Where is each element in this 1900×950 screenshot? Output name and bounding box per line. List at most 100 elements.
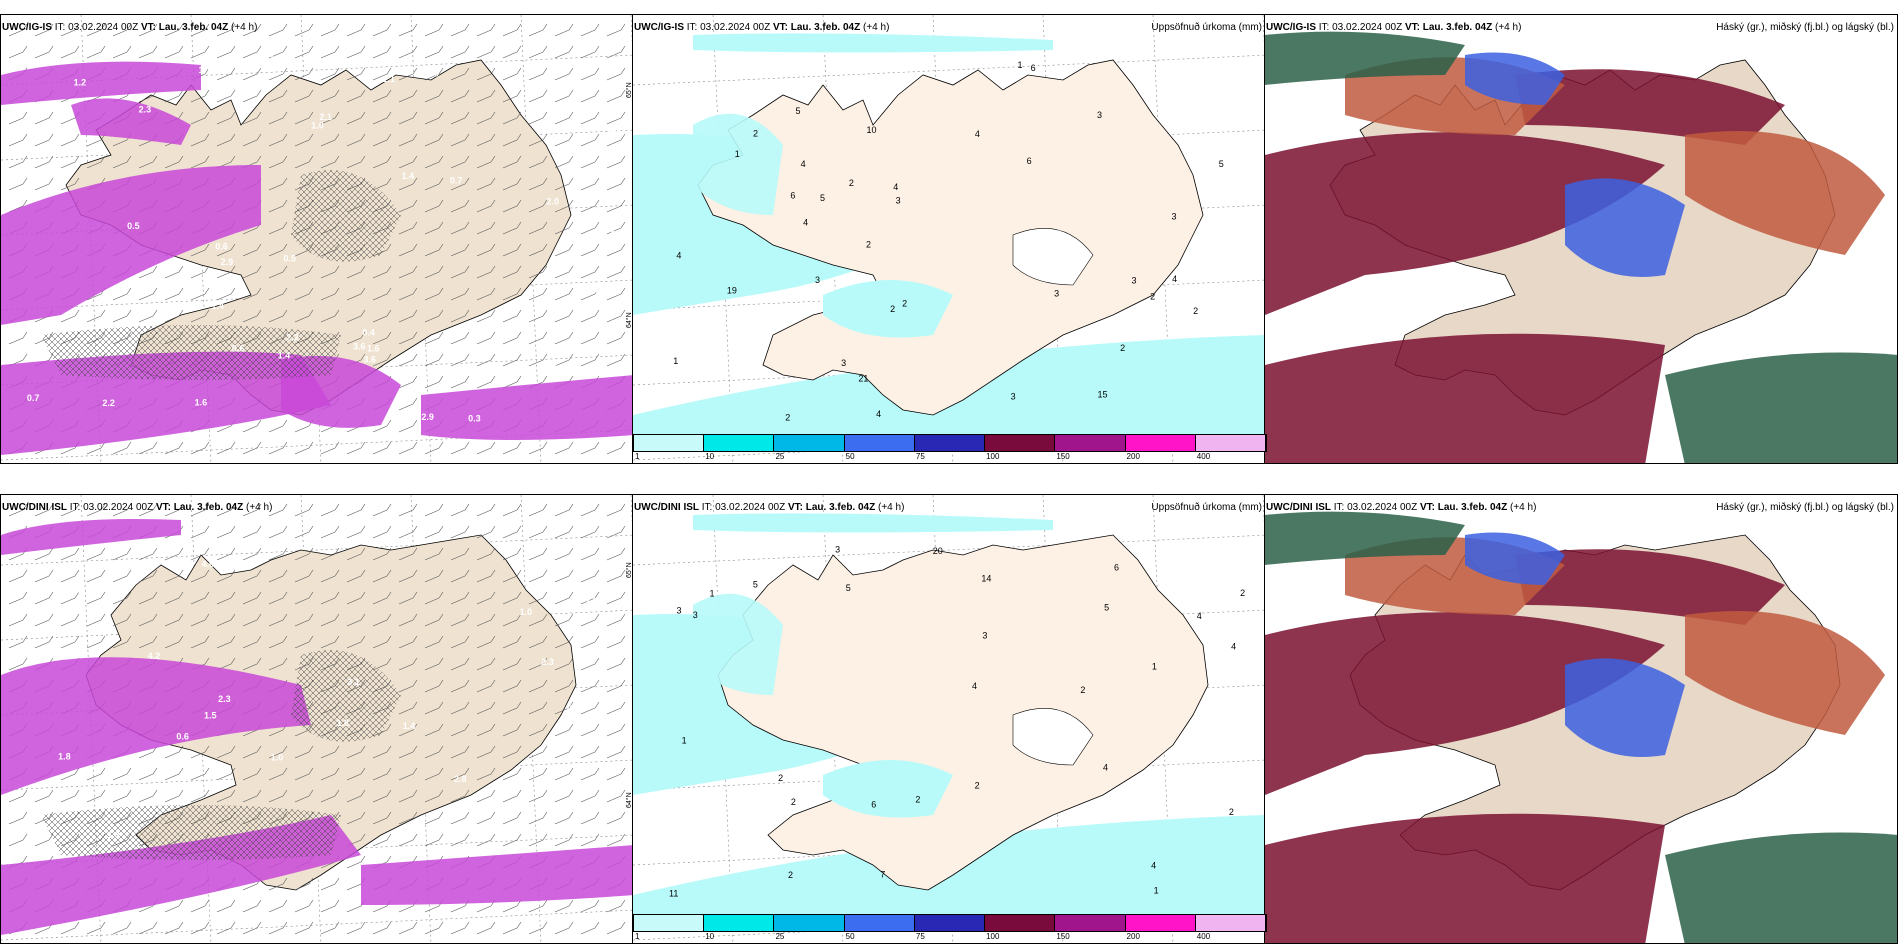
wind-barb	[606, 155, 626, 169]
wind-barb	[8, 45, 28, 59]
wind-barb	[112, 547, 132, 561]
wind-barb	[268, 221, 288, 235]
wind-barb	[372, 441, 392, 455]
wind-barb	[580, 23, 600, 37]
value-label: 4	[876, 409, 881, 419]
wind-barb	[268, 789, 288, 803]
wind-barb	[502, 309, 522, 323]
hatched-area	[291, 170, 401, 262]
value-label: 2	[1240, 588, 1245, 598]
colorbar-tick-label: 100	[986, 452, 1000, 461]
wind-barb	[398, 199, 418, 213]
wind-barb	[190, 309, 210, 323]
wind-barb	[268, 287, 288, 301]
panel-5-header: UWC/DINI ISL IT: 03.02.2024 00Z VT: Lau.…	[634, 502, 904, 514]
wind-barb	[476, 547, 496, 561]
wind-barb	[242, 67, 262, 81]
wind-barb	[372, 745, 392, 759]
wind-barb	[86, 635, 106, 649]
wind-barb	[346, 331, 366, 345]
wind-barb	[476, 353, 496, 367]
wind-barb	[60, 789, 80, 803]
value-label: 1.5	[597, 346, 610, 356]
wind-barb	[86, 767, 106, 781]
value-label: 0.5	[127, 221, 140, 231]
wind-barb	[320, 591, 340, 605]
value-label: 3	[815, 275, 820, 285]
wind-barb	[242, 745, 262, 759]
value-label: 2.2	[102, 398, 115, 408]
wind-barb	[424, 525, 444, 539]
colorbar-tick-label: 75	[915, 452, 925, 461]
wind-barb	[112, 23, 132, 37]
wind-barb	[60, 921, 80, 935]
wind-barb	[528, 441, 548, 455]
wind-barb	[528, 811, 548, 825]
wind-barb	[580, 613, 600, 627]
wind-barb	[424, 331, 444, 345]
graticule-line	[1, 534, 633, 566]
wind-barb	[606, 569, 626, 583]
value-label: 1.0	[520, 607, 533, 617]
wind-barb	[450, 375, 470, 389]
wind-barb	[502, 331, 522, 345]
wind-barb	[372, 23, 392, 37]
wind-barb	[580, 441, 600, 455]
wind-barb	[60, 45, 80, 59]
wind-barb	[372, 45, 392, 59]
colorbar-ticks-bottom: 1 10 25 50 75 100 150 200 400	[633, 932, 1265, 942]
wind-barb	[164, 503, 184, 517]
wind-barb	[606, 921, 626, 935]
wind-barb	[450, 591, 470, 605]
wind-barb	[372, 833, 392, 847]
value-label: 1.4	[278, 351, 291, 361]
precip-area	[693, 113, 783, 215]
wind-barb	[476, 177, 496, 191]
value-label: 4	[1197, 611, 1202, 621]
panel-2-title: Uppsöfnuð úrkoma (mm)	[1151, 22, 1262, 33]
value-label: 1	[1017, 60, 1022, 70]
wind-barb	[606, 745, 626, 759]
colorbar-tick-label: 10	[705, 452, 715, 461]
wind-barb	[502, 503, 522, 517]
graticule-line	[1, 129, 633, 161]
wind-barb	[424, 789, 444, 803]
wind-barb	[528, 309, 548, 323]
wind-barb	[476, 23, 496, 37]
wind-barb	[450, 155, 470, 169]
it-label: IT:	[1318, 22, 1330, 33]
wind-barb	[450, 635, 470, 649]
wind-barb	[528, 331, 548, 345]
wind-barb	[8, 635, 28, 649]
wind-barb	[528, 569, 548, 583]
wind-barb	[372, 591, 392, 605]
wind-barb	[424, 921, 444, 935]
wind-barb	[528, 199, 548, 213]
wind-barb	[554, 287, 574, 301]
wind-barb	[450, 265, 470, 279]
wind-barb	[372, 331, 392, 345]
value-label: 1.3	[107, 830, 120, 840]
wind-barb	[268, 67, 288, 81]
wind-barb	[60, 613, 80, 627]
wind-barb	[554, 243, 574, 257]
wind-barb	[242, 287, 262, 301]
wind-barb	[398, 353, 418, 367]
wind-barb	[138, 635, 158, 649]
wind-barb	[450, 921, 470, 935]
wind-barb	[476, 111, 496, 125]
wind-barb	[450, 243, 470, 257]
wind-barb	[372, 613, 392, 627]
value-label: 1.4	[402, 171, 415, 181]
cloud-area	[1265, 132, 1665, 315]
wind-barb	[216, 89, 236, 103]
wind-barb	[190, 745, 210, 759]
wind-barb	[268, 199, 288, 213]
graticule-line	[1, 609, 633, 641]
wind-barb	[86, 591, 106, 605]
wind-barb	[398, 767, 418, 781]
wind-barb	[398, 547, 418, 561]
vt-value: Lau. 3.feb. 04Z	[173, 502, 244, 513]
wind-barb	[554, 525, 574, 539]
wind-barb	[242, 547, 262, 561]
